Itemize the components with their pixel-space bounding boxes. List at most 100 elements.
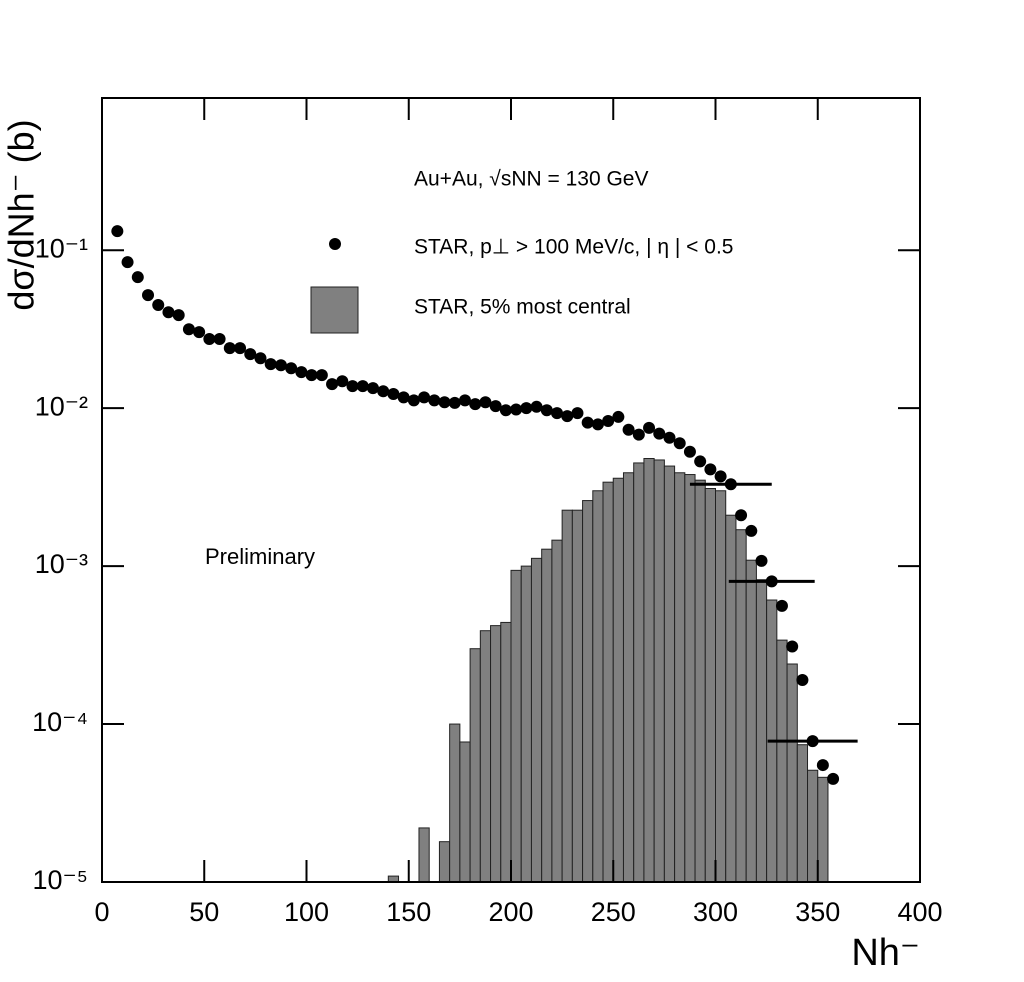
data-point	[418, 391, 431, 404]
data-point	[602, 414, 615, 427]
data-point	[827, 772, 840, 785]
data-point	[131, 271, 144, 284]
data-point	[581, 416, 594, 429]
data-point	[571, 407, 584, 420]
histogram-bar	[807, 769, 819, 883]
histogram-bar	[571, 509, 584, 883]
legend-swatch	[310, 286, 359, 334]
data-point	[285, 362, 298, 375]
histogram-bar	[602, 481, 614, 883]
histogram-bar	[694, 479, 706, 883]
histogram-bar	[725, 514, 737, 883]
histogram-bar	[438, 841, 451, 883]
data-point	[786, 640, 799, 653]
histogram-bar	[418, 827, 430, 883]
annotation: Au+Au, √sNN = 130 GeV	[414, 168, 649, 191]
data-point	[397, 391, 410, 404]
data-point	[305, 369, 318, 382]
histogram-bar	[561, 509, 573, 883]
histogram-bar	[776, 639, 788, 883]
data-point	[121, 256, 134, 269]
data-point	[775, 599, 788, 612]
data-point	[142, 289, 155, 302]
data-point	[510, 403, 523, 416]
histogram-bar	[643, 458, 655, 883]
data-point	[499, 404, 512, 417]
histogram-bar	[592, 490, 604, 883]
data-point	[765, 575, 778, 588]
data-point	[673, 437, 686, 450]
histogram-bar	[500, 621, 512, 883]
data-point	[694, 455, 707, 468]
data-point	[448, 396, 461, 409]
histogram-bar	[715, 490, 727, 883]
histogram-bar	[704, 488, 717, 883]
data-point	[315, 369, 328, 382]
data-point	[366, 382, 379, 395]
data-point	[407, 394, 420, 407]
histogram-bar	[520, 565, 532, 883]
histogram-bar	[449, 723, 461, 883]
histogram-bar	[633, 462, 645, 883]
data-point	[489, 400, 502, 413]
x-tick-label: 150	[386, 897, 431, 927]
y-axis-label: dσ/dNh⁻ (b)	[1, 119, 42, 310]
data-point	[622, 423, 635, 436]
histogram-bar	[755, 579, 768, 883]
data-point	[234, 342, 247, 355]
data-point	[428, 394, 441, 407]
data-point	[806, 735, 819, 748]
y-tick-label: 10⁻⁴	[32, 707, 88, 737]
data-point	[735, 509, 748, 522]
histogram-bar	[530, 557, 543, 883]
histogram-bar	[490, 625, 502, 883]
data-point	[264, 358, 277, 371]
data-point	[612, 410, 625, 423]
data-point	[591, 418, 604, 431]
histogram-bar	[653, 459, 665, 883]
y-tick-label: 10⁻³	[35, 549, 88, 579]
histogram-bar	[622, 472, 635, 883]
data-point	[551, 407, 564, 420]
histogram-bar	[674, 472, 686, 883]
data-point	[796, 674, 809, 687]
data-point	[377, 385, 390, 398]
data-point	[172, 309, 185, 322]
x-tick-label: 300	[693, 897, 738, 927]
data-point	[213, 333, 226, 346]
x-axis-label: Nh⁻	[851, 932, 920, 974]
data-point	[254, 352, 267, 365]
data-point	[704, 463, 717, 476]
data-point	[182, 323, 195, 336]
data-point	[530, 400, 543, 413]
data-point	[274, 359, 287, 372]
data-point	[663, 431, 676, 444]
histogram-bar	[796, 744, 809, 883]
data-point	[336, 375, 349, 388]
data-point	[162, 306, 175, 319]
data-point	[223, 342, 236, 355]
data-point	[244, 348, 257, 361]
y-tick-label: 10⁻⁵	[33, 865, 88, 895]
legend-label: STAR, 5% most central	[414, 296, 631, 319]
data-point	[203, 333, 216, 346]
data-point	[356, 380, 369, 393]
legend-label: STAR, p⊥ > 100 MeV/c, | η | < 0.5	[414, 236, 733, 259]
y-tick-label: 10⁻¹	[35, 233, 88, 263]
data-point	[193, 326, 206, 339]
histogram-bar	[817, 776, 829, 883]
data-point	[816, 759, 829, 772]
histogram-bar	[510, 569, 522, 883]
x-tick-label: 400	[897, 897, 942, 927]
x-tick-label: 50	[189, 897, 219, 927]
data-point	[152, 298, 165, 311]
data-point	[469, 398, 482, 411]
y-tick-label: 10⁻²	[35, 391, 88, 421]
data-point	[683, 445, 696, 458]
data-point	[643, 421, 656, 434]
histogram-bar	[459, 741, 471, 883]
histogram-bar	[663, 465, 676, 883]
legend-marker	[329, 238, 341, 250]
x-tick-label: 350	[795, 897, 840, 927]
